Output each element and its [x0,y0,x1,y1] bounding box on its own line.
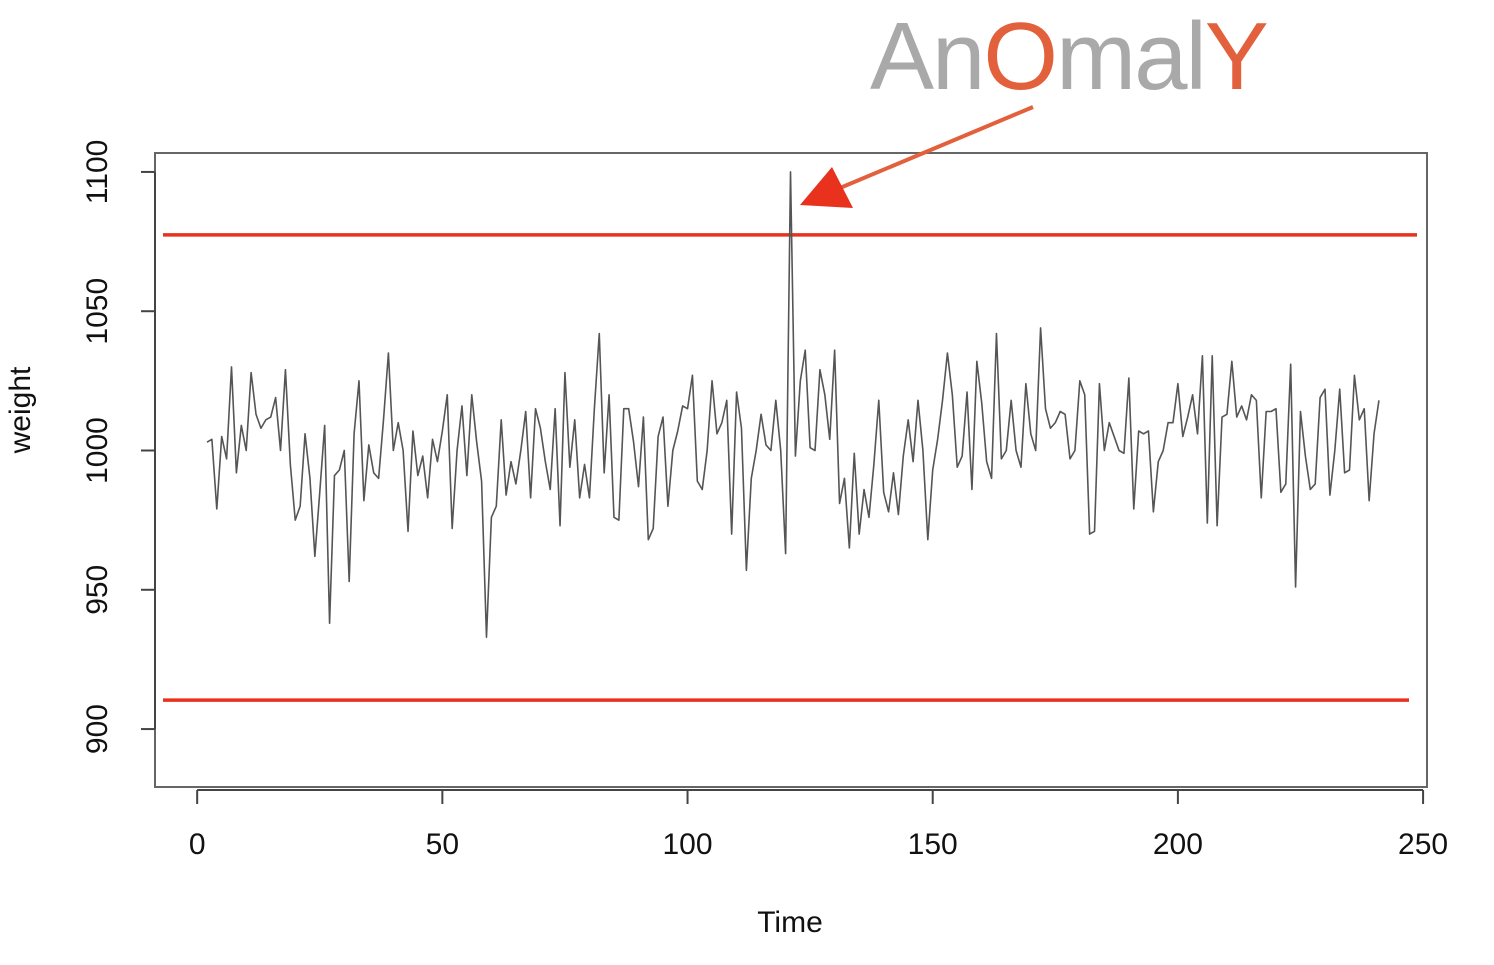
x-axis-label: Time [757,906,823,939]
y-tick-label: 1100 [81,140,114,205]
x-tick-label: 200 [1153,828,1203,861]
annotation-part: O [983,3,1056,110]
annotation-part: mal [1056,3,1205,110]
y-axis-label: weight [4,366,37,454]
y-tick-label: 950 [81,565,114,615]
y-tick-label: 1000 [81,417,114,484]
x-tick-label: 150 [908,828,958,861]
annotation-part: An [870,3,983,110]
x-tick-label: 50 [426,828,459,861]
x-tick-label: 100 [663,828,713,861]
y-tick-label: 1050 [81,278,114,345]
annotation-part: Y [1205,3,1267,110]
x-tick-label: 250 [1398,828,1448,861]
data-line [206,171,1380,638]
y-tick-label: 900 [81,704,114,754]
x-tick-label: 0 [189,828,206,861]
annotation-arrow [800,105,1034,208]
annotation: AnOmalY [870,3,1267,110]
